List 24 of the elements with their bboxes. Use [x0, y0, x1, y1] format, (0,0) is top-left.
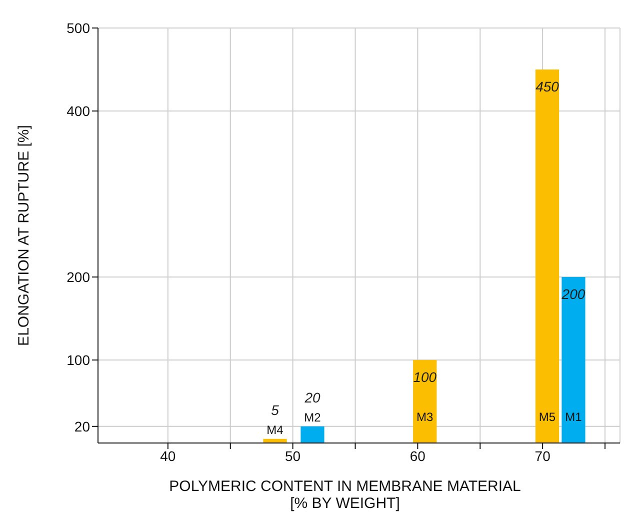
series-label: M2 — [304, 410, 322, 424]
x-tick-label: 40 — [160, 448, 176, 464]
x-tick-label: 60 — [410, 448, 426, 464]
y-tick-label: 100 — [66, 352, 90, 368]
y-tick-label: 200 — [66, 268, 90, 285]
y-axis-title: ELONGATION AT RUPTURE [%] — [15, 125, 32, 346]
y-tick-label: 20 — [74, 418, 90, 434]
data-label: 200 — [560, 286, 586, 302]
y-tick-label: 500 — [66, 20, 90, 36]
data-label: 20 — [304, 389, 320, 406]
bar — [300, 426, 324, 443]
bar — [562, 277, 586, 443]
series-label: M5 — [538, 410, 556, 424]
data-label: 5 — [271, 402, 280, 418]
series-label: M3 — [416, 410, 434, 424]
x-tick-label: 50 — [285, 448, 301, 464]
data-label: 100 — [413, 369, 437, 385]
x-axis-title: POLYMERIC CONTENT IN MEMBRANE MATERIAL [% BY WEIGHT] — [168, 478, 522, 512]
y-tick-label: 400 — [66, 102, 90, 119]
x-tick-label: 70 — [534, 448, 551, 464]
series-label: M4 — [266, 422, 284, 437]
series-label: M1 — [565, 410, 582, 424]
bar — [535, 70, 560, 443]
data-label: 450 — [536, 78, 560, 94]
